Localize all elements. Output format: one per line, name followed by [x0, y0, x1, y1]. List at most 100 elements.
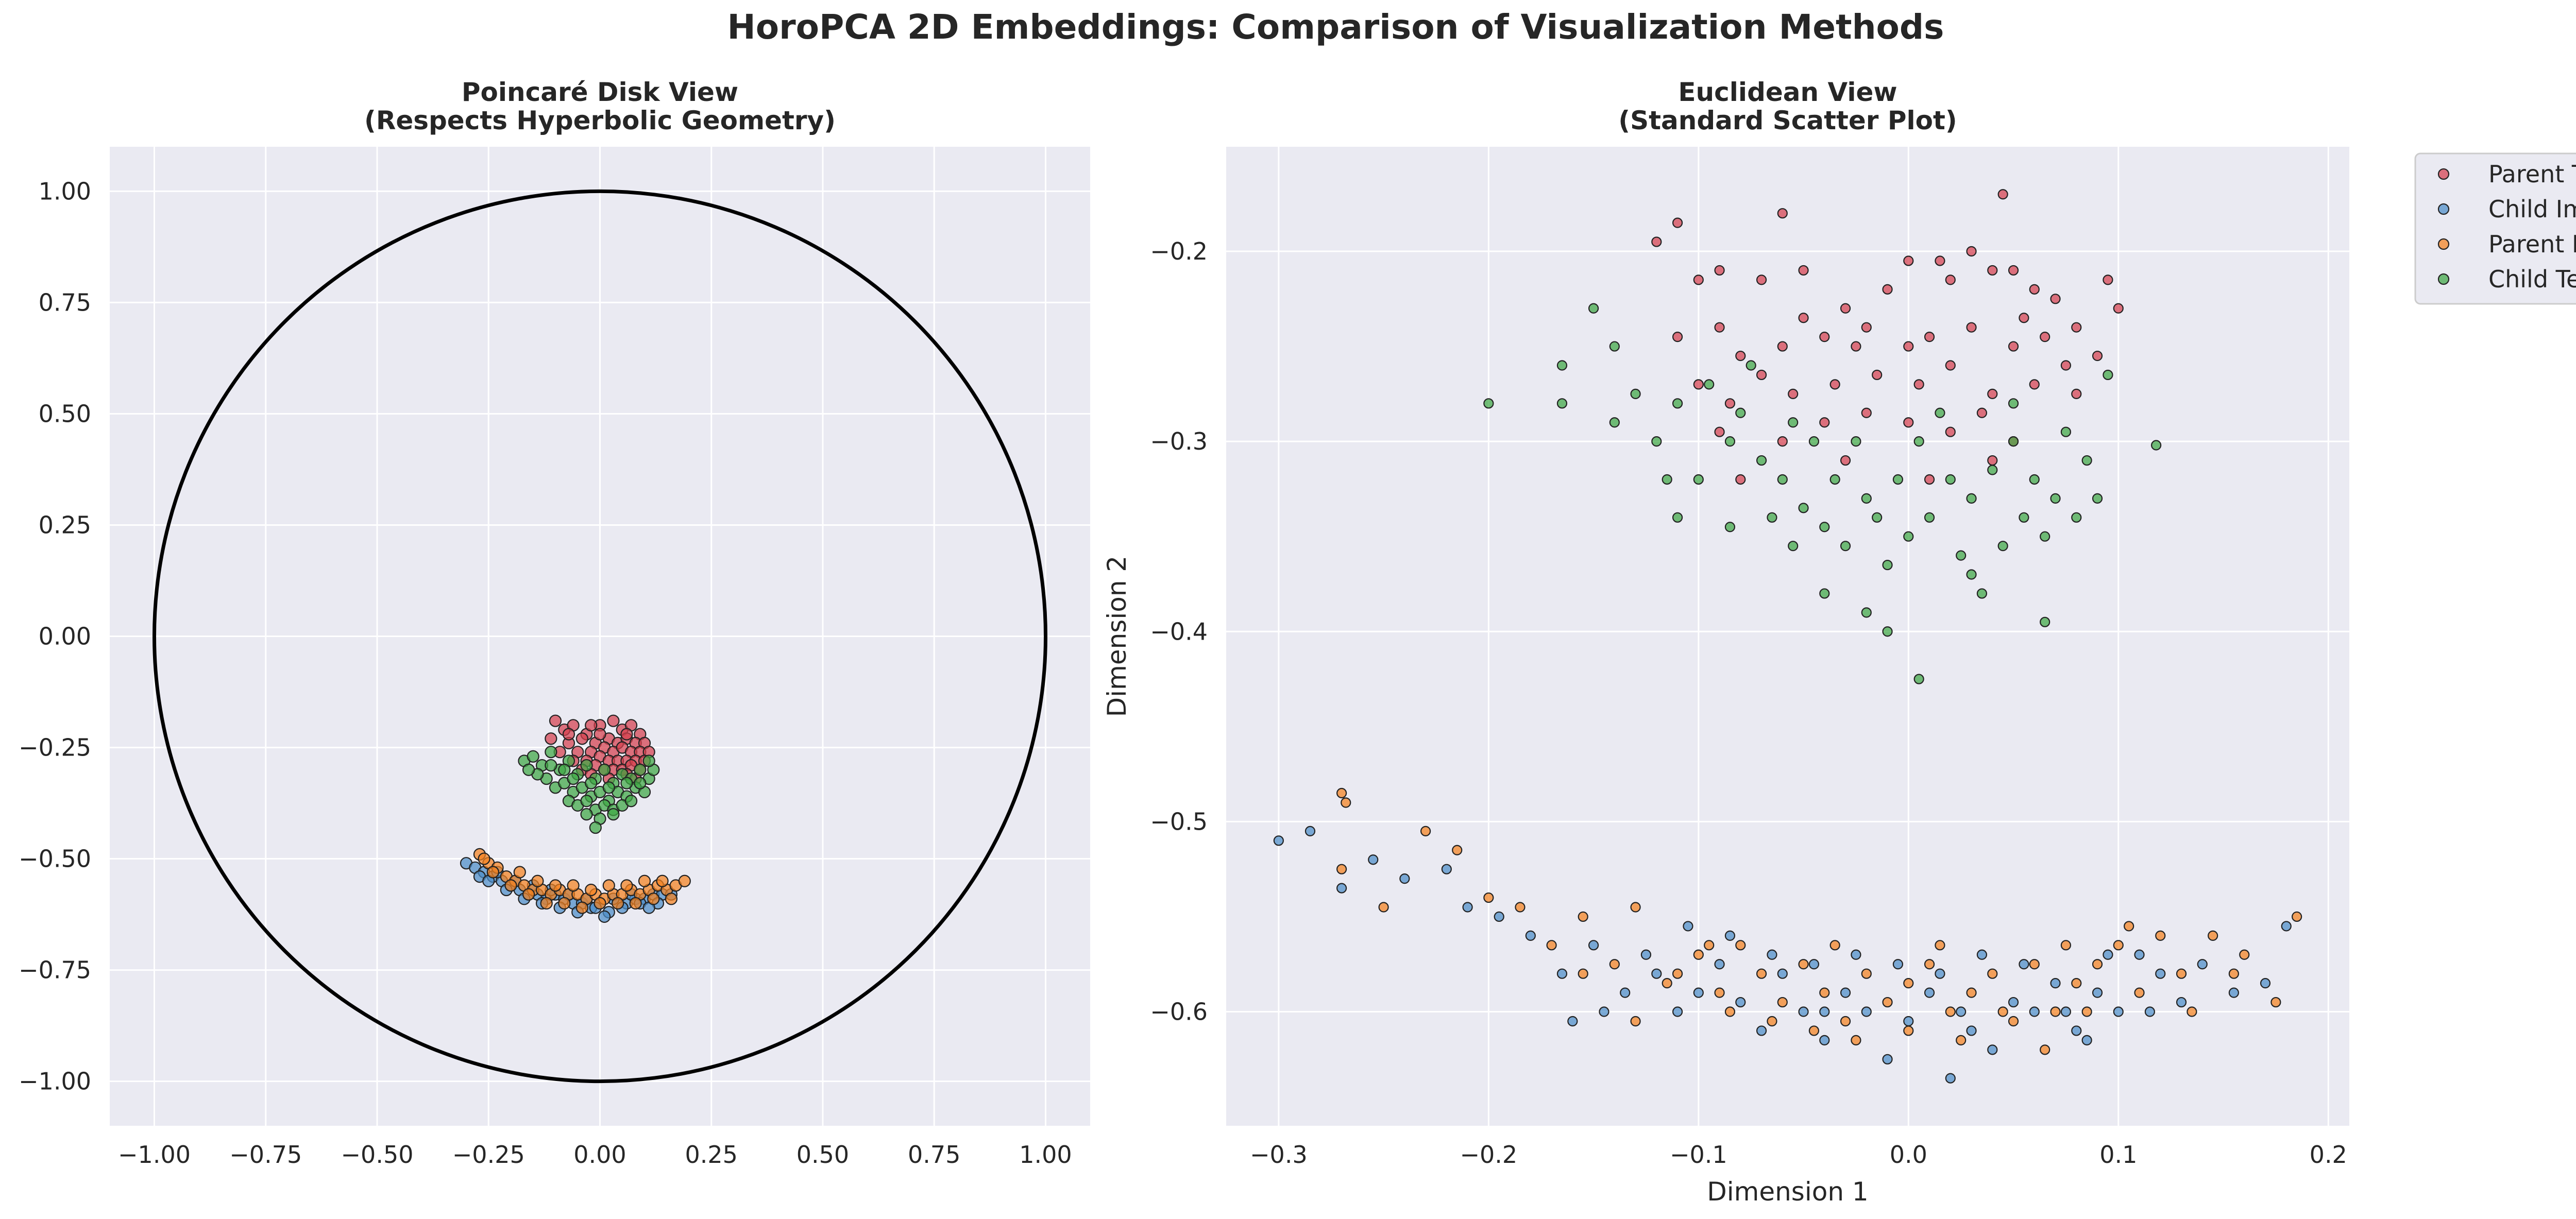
euclidean-point-child-image: [1966, 1025, 1977, 1036]
poincare-point-parent-image: [531, 874, 544, 887]
euclidean-point-child-text: [2040, 616, 2050, 627]
legend-marker: [2437, 238, 2450, 250]
euclidean-point-parent-text: [2008, 341, 2019, 352]
euclidean-point-parent-text: [2071, 322, 2082, 333]
euclidean-point-child-text: [1630, 388, 1641, 399]
euclidean-point-parent-text: [1840, 455, 1851, 466]
poincare-point-parent-image: [678, 874, 691, 887]
euclidean-point-parent-image: [1630, 1016, 1641, 1027]
euclidean-point-parent-text: [1903, 417, 1914, 428]
poincare-x-tick-label: 0.25: [685, 1141, 738, 1169]
euclidean-point-child-image: [2019, 959, 2029, 970]
euclidean-point-parent-text: [1945, 360, 1956, 371]
euclidean-point-child-image: [2281, 921, 2292, 932]
euclidean-point-child-text: [1556, 398, 1568, 409]
euclidean-panel-title: Euclidean View (Standard Scatter Plot): [1226, 78, 2349, 135]
euclidean-point-child-image: [1819, 1006, 1830, 1017]
euclidean-point-child-image: [1714, 959, 1725, 970]
euclidean-point-child-text: [1724, 522, 1736, 533]
euclidean-point-parent-text: [1976, 407, 1988, 418]
euclidean-point-parent-image: [2113, 940, 2124, 951]
euclidean-point-child-text: [2071, 512, 2082, 523]
euclidean-point-parent-text: [2092, 350, 2103, 362]
euclidean-point-parent-image: [1735, 940, 1746, 951]
euclidean-point-parent-text: [1798, 313, 1809, 323]
euclidean-point-parent-text: [1714, 265, 1725, 276]
euclidean-point-parent-text: [1945, 274, 1956, 285]
poincare-y-tick-label: 0.00: [39, 623, 91, 650]
euclidean-point-parent-text: [1672, 217, 1683, 228]
euclidean-point-parent-image: [1924, 959, 1935, 970]
euclidean-point-child-image: [1525, 930, 1536, 941]
legend-label: Child Text: [2488, 265, 2576, 293]
euclidean-point-child-image: [1304, 826, 1316, 836]
poincare-point-parent-image: [540, 897, 553, 910]
euclidean-point-child-image: [1620, 987, 1631, 998]
euclidean-point-parent-image: [2081, 1006, 2092, 1017]
euclidean-plot-background: [1226, 147, 2349, 1126]
poincare-point-parent-image: [513, 866, 526, 879]
legend-marker: [2437, 203, 2450, 215]
poincare-points: [460, 714, 691, 923]
euclidean-point-child-image: [2176, 997, 2187, 1008]
euclidean-point-parent-image: [1903, 978, 1914, 989]
euclidean-point-child-text: [1997, 541, 2008, 552]
euclidean-point-parent-image: [1420, 826, 1431, 836]
euclidean-point-child-image: [2260, 978, 2271, 989]
euclidean-point-child-text: [1903, 531, 1914, 542]
euclidean-point-parent-text: [1714, 426, 1725, 437]
euclidean-point-child-text: [1913, 436, 1924, 447]
poincare-title-line1: Poincaré Disk View: [461, 77, 739, 107]
euclidean-point-child-image: [1987, 1044, 1998, 1055]
euclidean-point-parent-text: [1861, 322, 1872, 333]
euclidean-point-parent-text: [2019, 313, 2029, 323]
euclidean-points: [1273, 189, 2302, 1084]
poincare-point-parent-text: [594, 728, 606, 741]
poincare-point-parent-image: [594, 897, 606, 910]
euclidean-point-child-image: [1819, 1035, 1830, 1045]
euclidean-point-child-text: [1777, 474, 1788, 485]
poincare-point-parent-image: [558, 897, 571, 910]
euclidean-point-child-text: [1556, 360, 1568, 371]
euclidean-point-parent-image: [1452, 845, 1463, 855]
euclidean-point-parent-image: [1956, 1035, 1967, 1045]
poincare-point-child-text: [580, 808, 593, 821]
euclidean-point-parent-image: [2060, 940, 2072, 951]
figure-title: HoroPCA 2D Embeddings: Comparison of Vis…: [727, 7, 1944, 47]
legend-label: Parent Image: [2488, 230, 2576, 258]
poincare-point-child-text: [580, 795, 593, 808]
poincare-point-parent-image: [522, 888, 535, 901]
euclidean-point-child-text: [1745, 360, 1756, 371]
poincare-point-parent-image: [629, 897, 642, 910]
euclidean-point-child-text: [2081, 455, 2092, 466]
euclidean-point-parent-image: [1662, 978, 1672, 989]
euclidean-point-child-text: [2040, 531, 2050, 542]
euclidean-point-child-text: [1861, 607, 1872, 618]
euclidean-point-child-text: [1483, 398, 1494, 409]
euclidean-point-child-image: [2144, 1006, 2155, 1017]
euclidean-point-child-image: [1892, 959, 1904, 970]
euclidean-point-child-text: [1851, 436, 1861, 447]
euclidean-title-line1: Euclidean View: [1678, 77, 1897, 107]
euclidean-point-parent-image: [1672, 968, 1683, 979]
poincare-point-child-text: [558, 763, 571, 776]
euclidean-point-parent-text: [1872, 369, 1883, 381]
euclidean-point-child-image: [1798, 1006, 1809, 1017]
euclidean-point-parent-image: [1840, 1016, 1851, 1027]
euclidean-point-child-text: [2103, 369, 2113, 381]
euclidean-point-child-image: [1903, 1016, 1914, 1027]
euclidean-point-parent-image: [1851, 1035, 1861, 1045]
euclidean-point-child-text: [1924, 512, 1935, 523]
euclidean-point-child-image: [2103, 949, 2113, 960]
euclidean-point-parent-image: [1819, 987, 1830, 998]
euclidean-point-parent-image: [1341, 797, 1351, 808]
euclidean-point-parent-text: [1913, 379, 1924, 390]
euclidean-point-parent-image: [1987, 968, 1998, 979]
euclidean-point-child-image: [1767, 949, 1777, 960]
euclidean-point-parent-text: [2040, 332, 2050, 342]
euclidean-point-parent-text: [1819, 417, 1830, 428]
euclidean-point-child-text: [1935, 407, 1945, 418]
euclidean-point-child-text: [2008, 436, 2019, 447]
